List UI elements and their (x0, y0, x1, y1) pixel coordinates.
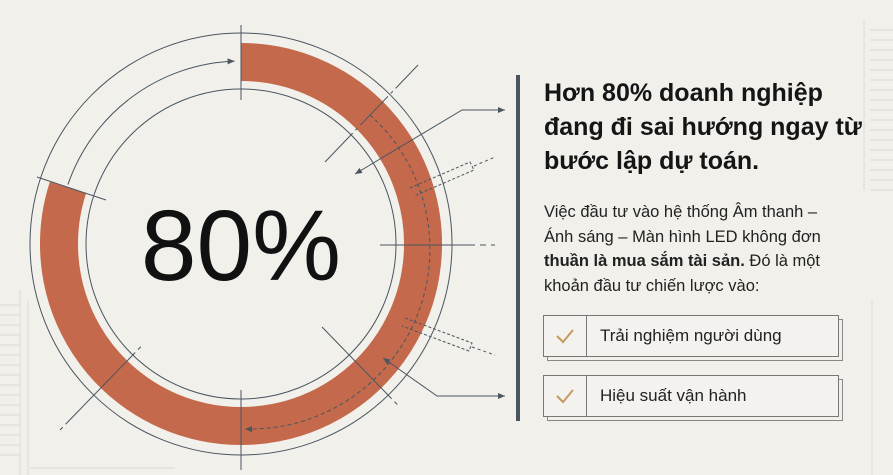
description: Việc đầu tư vào hệ thống Âm thanh – Ánh … (544, 200, 844, 298)
description-bold: thuần là mua sắm tài sản. (544, 252, 745, 270)
accent-bar (516, 75, 520, 421)
headline: Hơn 80% doanh nghiệp đang đi sai hướng n… (544, 79, 862, 175)
list-item-label: Trải nghiệm người dùng (600, 326, 782, 345)
stat-value: 80% (141, 190, 341, 302)
check-icon (544, 376, 587, 416)
arc-arrow (67, 58, 235, 185)
grid-lines-decoration (0, 20, 893, 475)
list-item-label: Hiệu suất vận hành (600, 386, 747, 405)
description-text-end: Đó là một khoản đầu tư chiến lược vào: (544, 252, 821, 295)
list-item: Hiệu suất vận hành (543, 375, 839, 417)
list-item: Trải nghiệm người dùng (543, 315, 839, 357)
check-icon (544, 316, 587, 356)
dashed-arc (244, 114, 431, 433)
description-text: Việc đầu tư vào hệ thống Âm thanh – Ánh … (544, 203, 821, 246)
